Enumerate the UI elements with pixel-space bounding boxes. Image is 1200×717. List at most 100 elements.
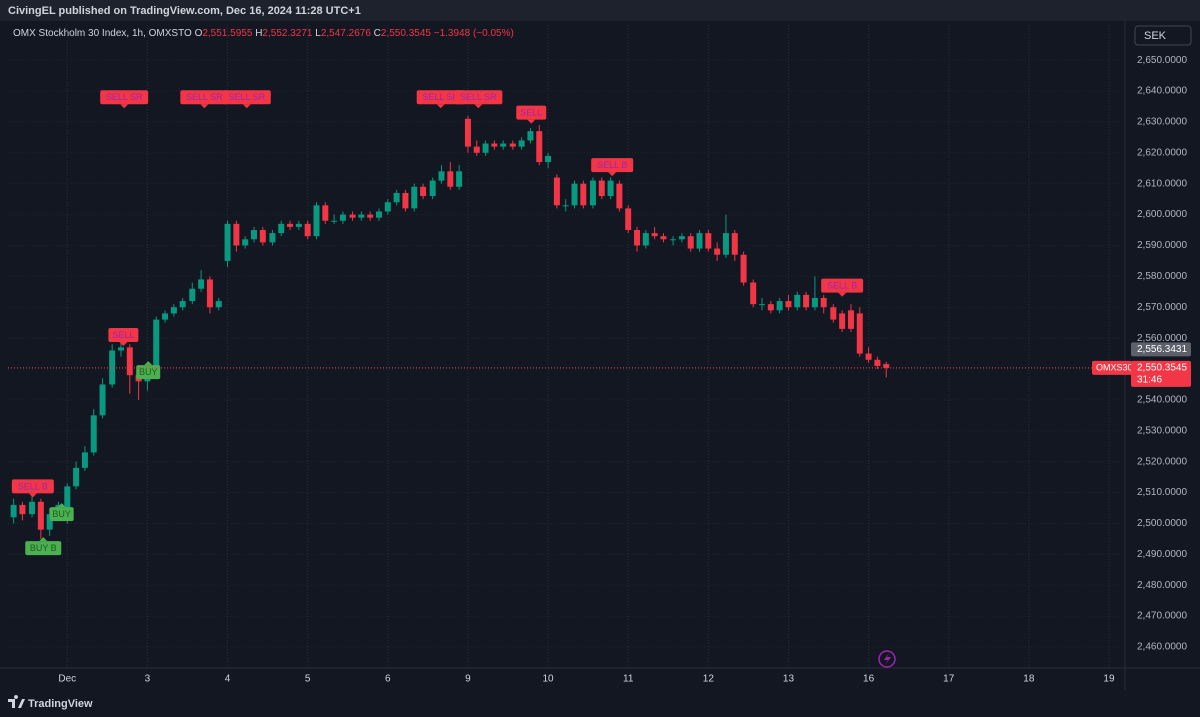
header-bar — [0, 0, 1200, 21]
candle-body — [331, 220, 338, 222]
candle-body — [64, 486, 71, 518]
candle-body — [10, 504, 17, 518]
candle-body — [429, 180, 436, 197]
candle-body — [117, 347, 124, 351]
candle-body — [607, 180, 614, 197]
price-tag-label: 2,556.3431 — [1137, 344, 1187, 355]
y-tick-label: 2,600.0000 — [1137, 209, 1187, 220]
candle-body — [482, 143, 489, 153]
signal-pointer — [608, 172, 617, 177]
price-tag — [1131, 342, 1191, 357]
candle-body — [518, 140, 525, 147]
candle-body — [304, 223, 311, 237]
candle-body — [153, 319, 160, 376]
candle-body — [776, 301, 783, 311]
candle-body — [384, 202, 391, 212]
signal-box — [100, 90, 149, 105]
ohlc-label: C — [374, 28, 381, 39]
signal-box — [222, 90, 271, 105]
y-tick-label: 2,520.0000 — [1137, 456, 1187, 467]
signal-label: SELL — [520, 108, 542, 118]
signal-box — [25, 541, 62, 556]
candle-body — [820, 297, 827, 308]
candle-body — [179, 301, 186, 308]
candle-body — [420, 186, 427, 197]
x-tick-label: 6 — [385, 674, 391, 685]
candle-body — [785, 301, 792, 308]
x-tick-label: 11 — [623, 674, 634, 685]
symbol-legend: OMX Stockholm 30 Index, 1h, OMXSTO O2,55… — [13, 28, 514, 39]
candle-body — [322, 205, 329, 221]
signal-box — [591, 158, 634, 173]
signal-label: BUY — [52, 509, 71, 519]
candle-body — [678, 236, 685, 240]
signal-box — [49, 507, 74, 522]
ohlc-label: H — [255, 28, 262, 39]
ohlc-value: 2,552.3271 — [262, 28, 312, 39]
y-tick-label: 2,650.0000 — [1137, 55, 1187, 66]
symbol-tag — [1092, 360, 1132, 375]
signal-pointer — [119, 342, 128, 347]
candle-body — [527, 131, 534, 141]
y-tick-label: 2,630.0000 — [1137, 117, 1187, 128]
candle-body — [562, 205, 569, 207]
currency[interactable]: SEK — [1144, 30, 1167, 42]
candle-body — [278, 223, 285, 234]
candle-body — [295, 223, 302, 227]
candle-body — [473, 146, 480, 153]
y-tick-label: 2,510.0000 — [1137, 487, 1187, 498]
candle-body — [509, 143, 516, 147]
y-tick-label: 2,480.0000 — [1137, 580, 1187, 591]
signal-pointer — [242, 104, 251, 109]
candle-body — [162, 313, 169, 320]
candle-body — [874, 359, 881, 366]
candle-body — [571, 183, 578, 206]
candle-body — [705, 233, 712, 249]
y-tick-label: 2,580.0000 — [1137, 271, 1187, 282]
candle-body — [170, 307, 177, 314]
candle-body — [339, 214, 346, 221]
last-price-label: 2,550.3545 — [1137, 363, 1187, 374]
candle-body — [545, 155, 552, 163]
events-icon[interactable] — [878, 650, 896, 668]
candle-body — [491, 143, 498, 147]
candle-body — [740, 254, 747, 283]
candle-body — [90, 415, 97, 453]
signal-pointer — [527, 119, 536, 124]
ohlc-value: 2,550.3545 — [381, 28, 431, 39]
candle-body — [367, 214, 374, 218]
candle-body — [269, 233, 276, 243]
candle-body — [759, 304, 766, 306]
x-tick-label: 10 — [543, 674, 555, 685]
candle-body — [411, 186, 418, 209]
candle-body — [464, 118, 471, 147]
y-tick-label: 2,590.0000 — [1137, 240, 1187, 251]
candle-body — [73, 467, 80, 487]
y-tick-label: 2,640.0000 — [1137, 86, 1187, 97]
candle-body — [99, 384, 106, 416]
signal-box — [454, 90, 503, 105]
publisher: CivingEL published on TradingView.com, D… — [8, 5, 361, 17]
candle-body — [670, 239, 677, 241]
candle-body — [553, 177, 560, 206]
candle-body — [19, 504, 26, 515]
y-tick-label: 2,460.0000 — [1137, 642, 1187, 653]
y-tick-label: 2,560.0000 — [1137, 333, 1187, 344]
signal-box — [180, 90, 229, 105]
ohlc-value: 2,551.5955 — [202, 28, 252, 39]
candle-body — [242, 239, 249, 246]
signal-pointer — [120, 104, 129, 109]
footer — [0, 690, 1200, 717]
candle-body — [767, 304, 774, 311]
ohlc-label: L — [315, 28, 321, 39]
candle-body — [224, 223, 231, 261]
currency-box[interactable] — [1134, 25, 1192, 46]
last-price-tag — [1131, 360, 1191, 387]
candle-body — [687, 236, 694, 249]
signal-label: SELL B — [597, 160, 627, 170]
candle-body — [447, 171, 454, 187]
candle-body — [856, 313, 863, 354]
candle-body — [215, 301, 222, 308]
